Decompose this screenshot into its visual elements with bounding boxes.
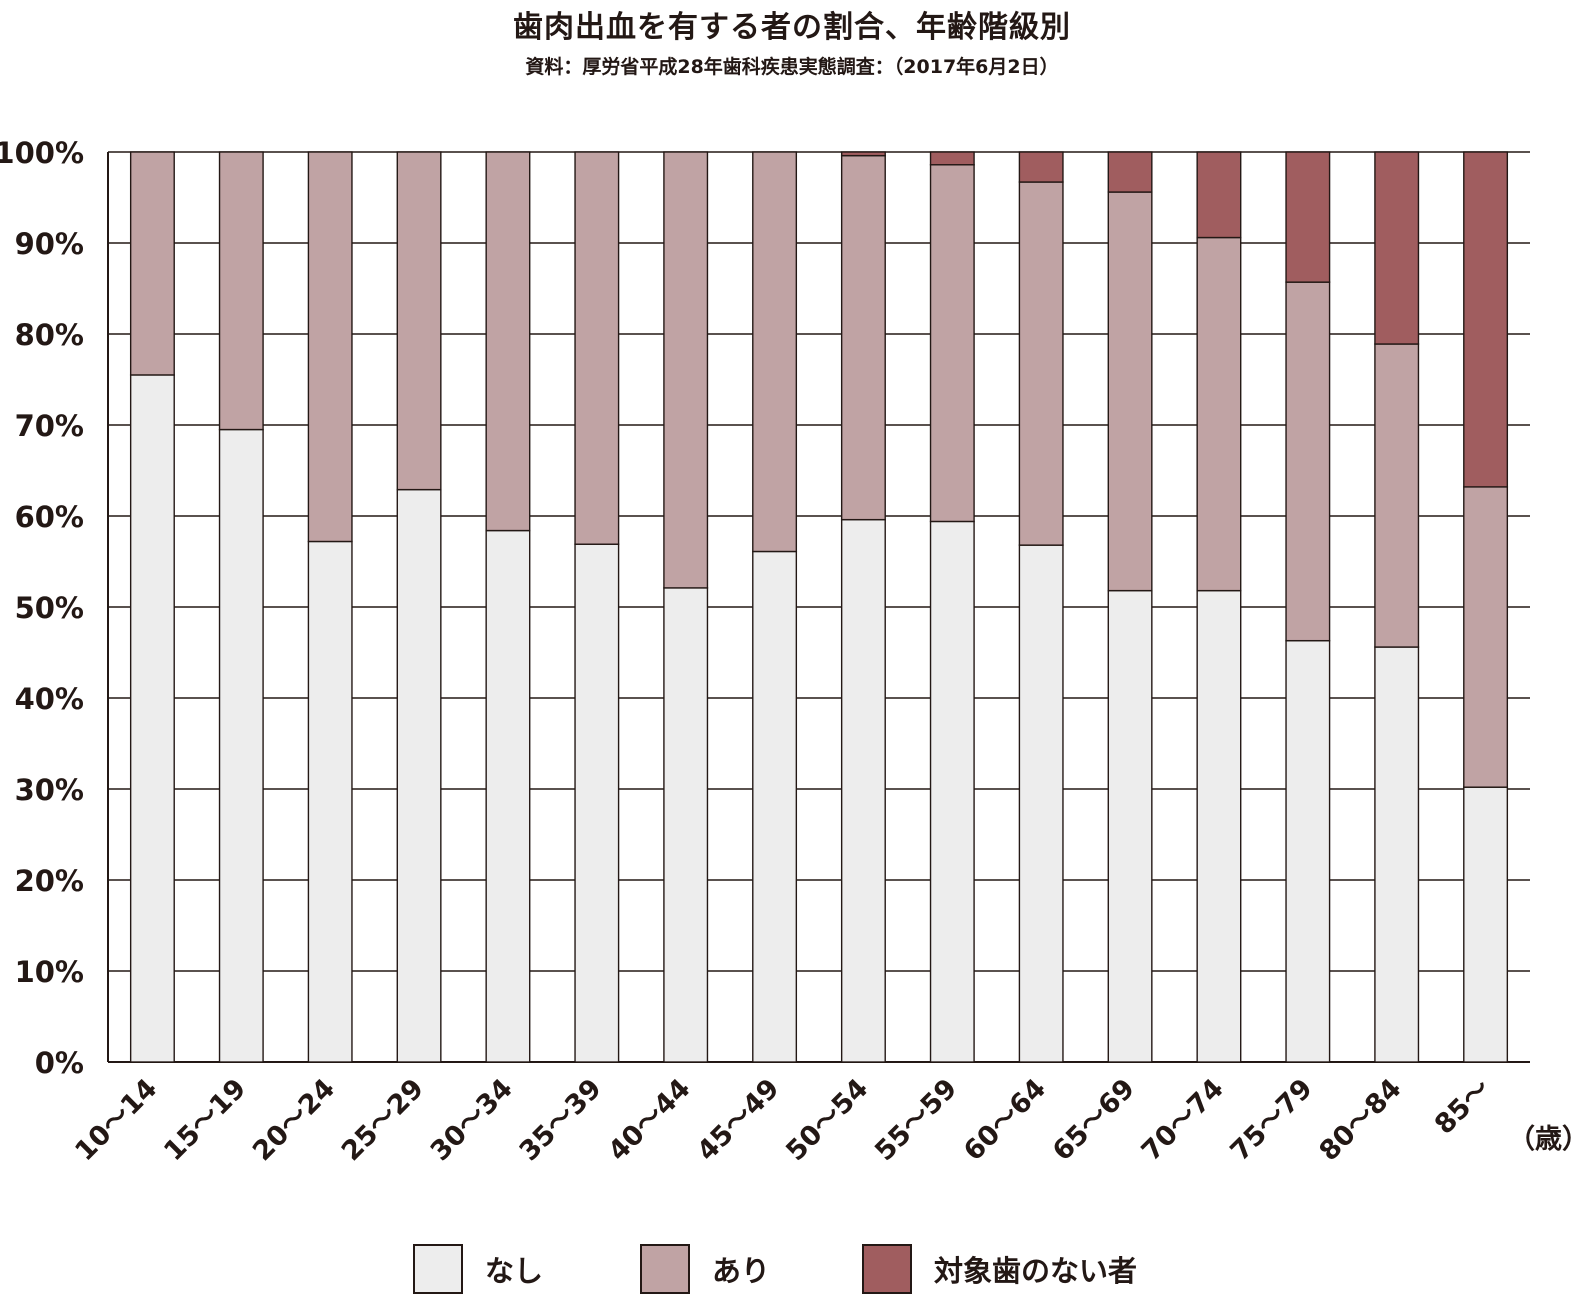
x-tick-label: 65～69 [1047,1073,1141,1167]
bar-segment-ari [307,151,353,543]
x-tick-label: 35～39 [514,1073,608,1167]
bar-segment-nashi [1107,589,1153,1063]
stacked-bar-chart: 0% 10% 20% 30% 40% 50% 60% 70% 80% 90% 100% 10～1415… [0,136,1584,1167]
x-tick-label: 25～29 [336,1073,430,1167]
bar-segment-ari [574,151,620,545]
bar-segment-ari [218,151,264,431]
x-tick-label: 60～64 [958,1073,1052,1167]
bar-segment-ari [1374,343,1420,648]
bar-segment-no-teeth [1018,151,1064,183]
bar-segment-nashi [1018,544,1064,1063]
bar-segment-ari [1463,486,1509,788]
bar-segment-ari [129,151,175,376]
legend-label-no-teeth: 対象歯のない者 [934,1254,1138,1288]
bar-segment-no-teeth [1374,151,1420,345]
y-tick-label: 10% [15,955,84,989]
y-tick-label: 80% [15,318,84,352]
bar-segment-nashi [218,428,264,1063]
bar-segment-nashi [307,540,353,1063]
x-tick-label: 55～59 [869,1073,963,1167]
x-tick-label: 10～14 [69,1073,163,1167]
bar-segment-nashi [1463,786,1509,1063]
bar-segment-nashi [396,488,442,1063]
y-tick-label: 50% [15,591,84,625]
bar-segment-nashi [840,518,886,1063]
legend-item-no-teeth: 対象歯のない者 [862,1244,1137,1294]
bar-segment-ari [1018,181,1064,546]
y-tick-label: 40% [15,682,84,716]
x-tick-label: 15～19 [158,1073,252,1167]
bar-segment-nashi [485,529,531,1063]
bar-segment-nashi [129,374,175,1063]
chart-title: 歯肉出血を有する者の割合、年齢階級別 [513,10,1071,45]
x-tick-label: 30～34 [425,1073,519,1167]
bar-segment-ari [1285,281,1331,642]
bar-segment-no-teeth [929,151,975,166]
bar-segment-no-teeth [1196,151,1242,239]
y-tick-label: 30% [15,773,84,807]
legend-item-ari: あり [640,1244,770,1294]
bar-segment-nashi [752,550,798,1063]
bar-segment-no-teeth [1463,151,1509,488]
bar-segment-ari [485,151,531,532]
y-tick-label: 100% [0,136,84,170]
legend-label-nashi: なし [485,1254,544,1288]
y-tick-label: 20% [15,864,84,898]
x-tick-label: 85～ [1429,1073,1497,1141]
y-tick-label: 70% [15,409,84,443]
bar-segment-nashi [574,543,620,1063]
bar-segment-nashi [929,520,975,1063]
bar-segment-nashi [663,587,709,1063]
x-tick-label: 70～74 [1136,1073,1230,1167]
x-tick-label: 80～84 [1313,1073,1407,1167]
bar-segment-ari [1107,191,1153,592]
legend-swatch-no-teeth [862,1244,912,1294]
y-tick-label: 90% [15,227,84,261]
bar-segment-no-teeth [1107,151,1153,193]
x-tick-label: 45～49 [691,1073,785,1167]
y-tick-label: 60% [15,500,84,534]
x-unit-label: （歳） [1508,1124,1584,1155]
bar-segment-ari [396,151,442,491]
bar-segment-ari [840,154,886,521]
bar-segment-no-teeth [840,151,886,157]
bar-segment-nashi [1285,639,1331,1063]
legend-swatch-nashi [413,1244,463,1294]
x-tick-label: 50～54 [780,1073,874,1167]
legend-item-nashi: なし [413,1244,543,1294]
legend-label-ari: あり [712,1254,771,1288]
x-tick-label: 40～44 [602,1073,696,1167]
x-tick-label: 20～24 [247,1073,341,1167]
bar-segment-nashi [1374,646,1420,1063]
bar-segment-ari [752,151,798,553]
legend-swatch-ari [640,1244,690,1294]
y-tick-label: 0% [35,1046,84,1080]
bar-segment-ari [929,164,975,523]
bar-segment-nashi [1196,589,1242,1063]
bar-segment-ari [663,151,709,589]
bar-segment-ari [1196,236,1242,592]
chart-subtitle: 資料：厚労省平成28年歯科疾患実態調査：（2017年6月2日） [525,56,1059,78]
x-tick-label: 75～79 [1225,1073,1319,1167]
legend: なし あり 対象歯のない者 [0,1244,1584,1300]
bar-segment-no-teeth [1285,151,1331,283]
